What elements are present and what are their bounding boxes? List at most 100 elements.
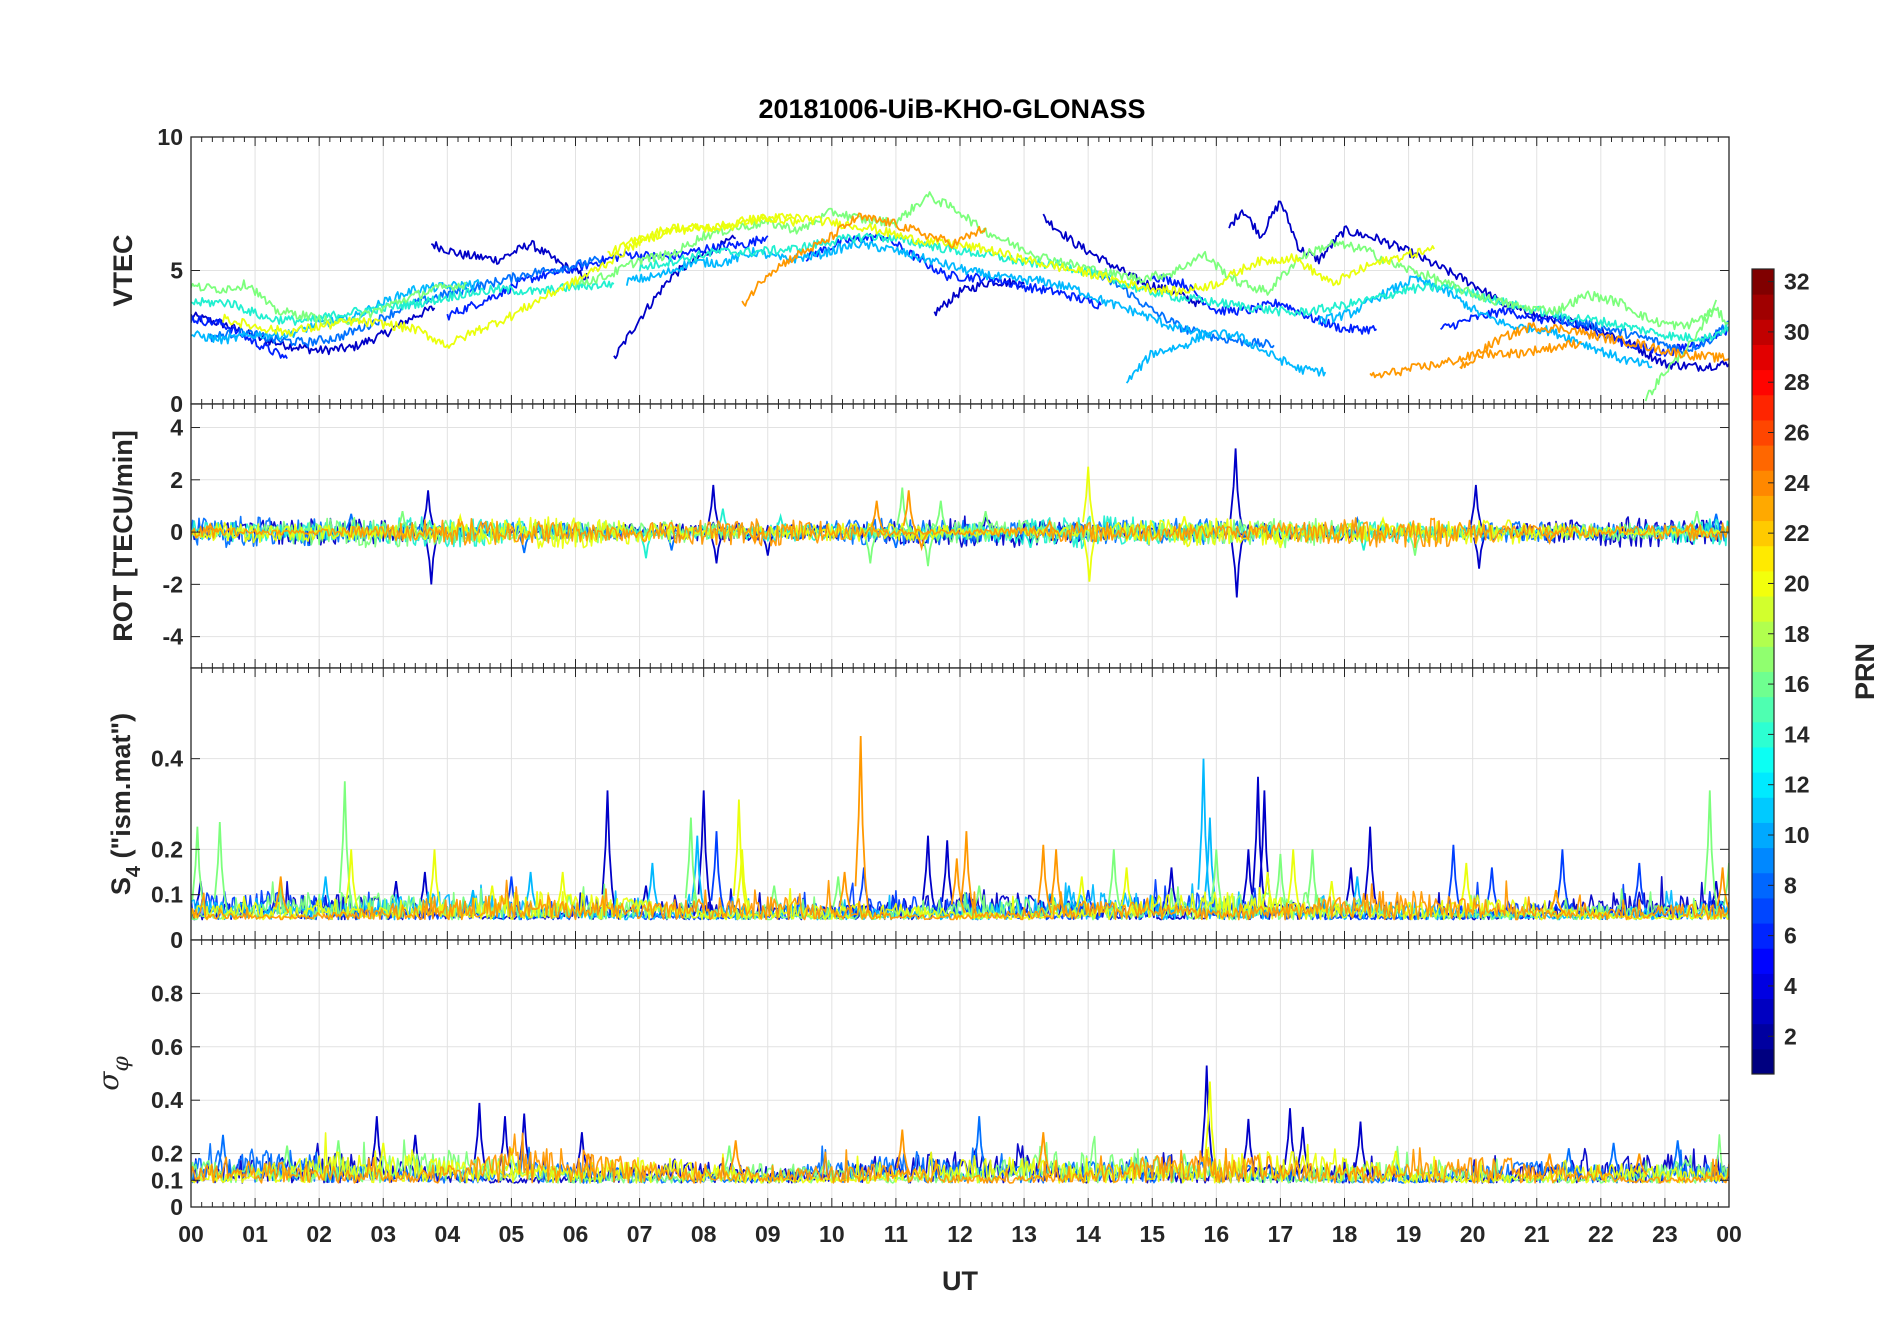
panel-rot: -4 -2 0 2 4 ROT [TECU/min] [108,403,1730,669]
colorbar-tick-label: 24 [1784,470,1810,496]
colorbar-tick-label: 22 [1784,520,1810,546]
s4-spike-prn-16 [832,876,847,914]
rot-spike-prn-23 [1684,522,1699,533]
colorbar-tick-label: 30 [1784,319,1810,345]
series-prn-23 [191,735,1729,921]
rot-spike-prn-23 [1043,519,1058,533]
colorbar-cell [1752,998,1774,1025]
data-s4 [191,735,1729,921]
y-tick-label: 2 [170,467,183,493]
s4-spike-prn-2 [697,790,713,913]
x-tick-label: 05 [499,1221,525,1247]
y-tick-label: 5 [170,258,183,284]
s4-spike-prn-16 [1210,849,1225,914]
x-tick-label: 01 [242,1221,268,1247]
y-tick-label: 0.6 [151,1034,183,1060]
s4-spike-prn-19 [556,871,572,914]
s4-spike-prn-16 [684,817,700,913]
vtec-line-prn-5 [446,235,769,321]
s4-spike-prn-23 [960,831,975,913]
sigma-spike-prn-23 [1633,1153,1648,1176]
panel-s4: 0 0.1 0.2 0.4S4 ("ism.mat") [106,667,1730,953]
s4-spike-prn-2 [1252,776,1267,913]
vtec-line-prn-2 [933,277,1025,317]
s4-spike-prn-23 [854,735,870,913]
s4-spike-prn-23 [1716,867,1729,912]
y-tick-label: 0.1 [151,882,183,908]
s4-spike-prn-23 [838,871,854,914]
s4-spike-prn-16 [1107,849,1123,914]
x-tick-label: 06 [563,1221,589,1247]
s4-spike-prn-19 [345,849,360,914]
s4-spike-prn-19 [732,799,748,913]
sigma-trace-prn-23 [191,1132,1729,1184]
colorbar-cell [1752,470,1774,496]
sigma-spike-prn-2 [473,1102,488,1176]
s4-spike-prn-6 [1556,849,1571,914]
s4-spike-prn-23 [1050,849,1065,914]
x-tick-label: 09 [755,1221,781,1247]
colorbar-cell [1752,721,1774,748]
colorbar-cell [1752,294,1774,320]
colorbar-cell [1752,344,1774,371]
panel-sigma: 00.10.2 0.4 0.6 0.8 σφ [92,939,1730,1220]
colorbar-tick-label: 14 [1784,721,1810,747]
rot-spike-prn-19 [1082,466,1097,533]
colorbar-cell [1752,319,1774,345]
panel-vtec: 0 5 10 VTEC [108,124,1730,417]
colorbar-tick-label: 18 [1784,621,1810,647]
y-tick-label: 0 [170,927,183,953]
s4-spike-prn-2 [1344,867,1360,914]
s4-spike-prn-11 [1062,885,1078,914]
colorbar-cell [1752,495,1774,522]
colorbar-cell [1752,746,1774,773]
s4-trace-prn-23 [191,879,1729,921]
s4-spike-prn-2 [1364,826,1379,913]
s4-spike-prn-19 [1287,849,1302,914]
s4-spike-prn-11 [1197,758,1213,913]
colorbar-cell [1752,1048,1774,1075]
series-prn-23 [741,212,1729,379]
rot-spike-prn-2 [1469,484,1485,533]
x-tick-label: 21 [1524,1221,1550,1247]
colorbar-tick-label: 12 [1784,772,1810,798]
vtec-line-prn-23 [741,212,987,307]
sigma-spike-prn-2 [1200,1065,1216,1176]
y-tick-label: 0 [170,519,183,545]
colorbar-cell [1752,822,1774,849]
y-tick-label: 4 [170,415,183,441]
vtec-line-prn-2 [191,305,436,356]
colorbar-tick-label: 10 [1784,822,1810,848]
vtec-line-prn-5 [1439,306,1729,357]
s4-spike-prn-19 [736,849,751,914]
vtec-line-prn-14 [191,280,615,326]
colorbar-cell [1752,973,1774,1000]
colorbar-cell [1752,621,1774,647]
s4-spike-prn-16 [213,822,229,913]
y-tick-label: 10 [157,124,183,150]
colorbar-tick-label: 16 [1784,671,1810,697]
sigma-spike-prn-2 [1296,1126,1312,1176]
x-tick-label: 12 [947,1221,973,1247]
colorbar-cell [1752,948,1774,974]
s4-spike-prn-16 [338,781,354,913]
sigma-spike-prn-19 [1389,1150,1405,1176]
vtec-line-prn-16 [191,279,468,327]
colorbar-tick-label: 28 [1784,369,1810,395]
s4-spike-prn-19 [1075,876,1091,914]
colorbar-frame [1751,268,1775,1075]
s4-spike-prn-11 [319,876,335,914]
vtec-line-prn-5 [191,315,288,360]
series-prn-16 [191,781,1729,921]
rot-spike-prn-23 [1543,531,1558,545]
sigma-spike-prn-23 [1543,1153,1559,1176]
s4-spike-prn-23 [1549,889,1565,914]
s4-spike-prn-16 [1703,790,1719,913]
y-axis-label-s4: S4 ("ism.mat") [106,713,145,895]
colorbar-tick-label: 32 [1784,269,1810,295]
series-prn-23 [191,490,1729,552]
s4-spike-prn-19 [1120,867,1136,914]
colorbar-cell [1752,269,1774,295]
sigma-spike-prn-23 [729,1140,745,1176]
